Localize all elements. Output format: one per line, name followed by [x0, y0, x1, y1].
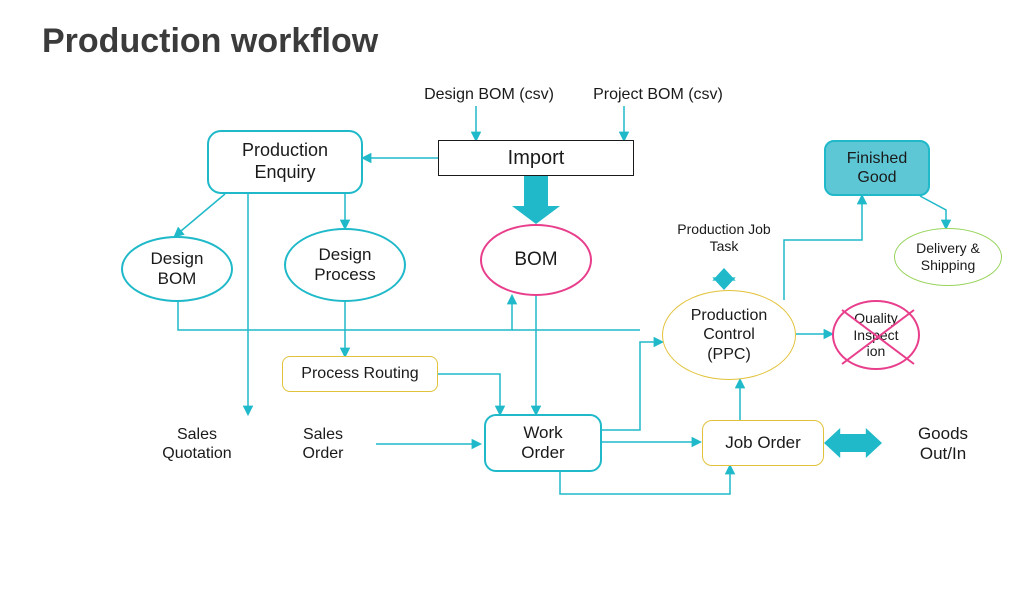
import-bom-fat [512, 176, 560, 224]
design-bom: Design BOM [121, 236, 233, 302]
design-process: Design Process [284, 228, 406, 302]
prod-enquiry: Production Enquiry [207, 130, 363, 194]
delivery: Delivery & Shipping [894, 228, 1002, 286]
sales-order: Sales Order [270, 418, 376, 470]
process-routing: Process Routing [282, 356, 438, 392]
prod-control: Production Control (PPC) [662, 290, 796, 380]
bom: BOM [480, 224, 592, 296]
ppc-finished [784, 196, 862, 300]
project-bom-csv: Project BOM (csv) [578, 86, 738, 104]
work-ppc [602, 342, 662, 430]
finished-delivery [920, 196, 946, 228]
sales-quotation: Sales Quotation [138, 418, 256, 470]
goods-outin: Goods Out/In [886, 416, 1000, 472]
quality: Quality Inspect ion [832, 300, 920, 370]
enquiry-designbom [175, 194, 225, 236]
finished-good: Finished Good [824, 140, 930, 196]
work-order: Work Order [484, 414, 602, 472]
job-goods [824, 428, 882, 458]
job-order: Job Order [702, 420, 824, 466]
design-bom-csv: Design BOM (csv) [414, 86, 564, 104]
ppc-task [712, 268, 735, 290]
import: Import [438, 140, 634, 176]
routing-work [438, 374, 500, 414]
page-title: Production workflow [42, 22, 378, 61]
job-task-stack: Production Job Task [656, 210, 792, 266]
